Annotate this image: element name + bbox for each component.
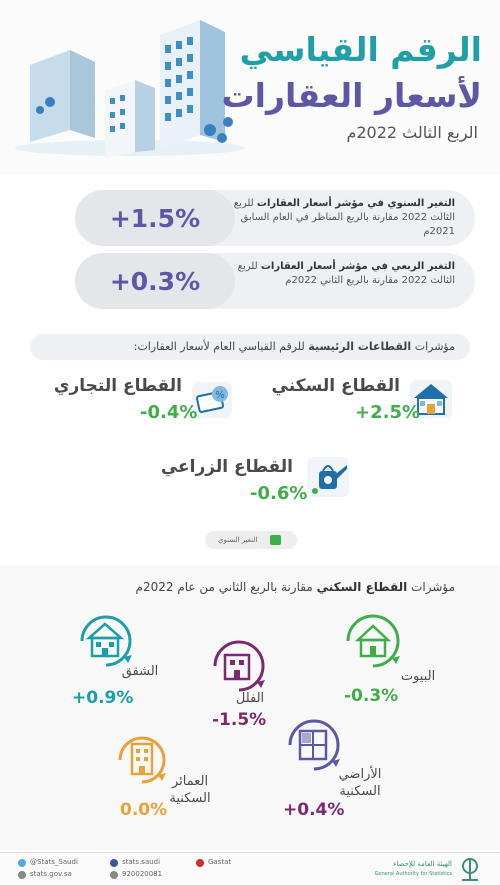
building-icon	[118, 736, 166, 784]
annual-change-heading: التغير السنوي في مؤشر أسعار العقارات	[256, 198, 455, 209]
apartment-icon	[80, 615, 132, 667]
quarterly-change-card: +0.3% التغير الربعي في مؤشر أسعار العقار…	[75, 253, 475, 309]
phone-icon	[110, 871, 118, 879]
buildings-illustration	[15, 20, 245, 158]
apartments-label: الشقق	[121, 664, 159, 679]
quarterly-change-detail: للربع الثالث 2022 مقارنة بالربع الثاني 2…	[237, 261, 455, 286]
apartments-value: +0.9%	[72, 688, 134, 708]
quarterly-change-description: التغير الربعي في مؤشر أسعار العقارات للر…	[230, 260, 455, 288]
residential-sector-value: +2.5%	[355, 402, 421, 423]
villas-value: -1.5%	[212, 710, 267, 730]
land-plot-icon	[288, 719, 340, 771]
villa-icon	[213, 640, 265, 692]
facebook-icon	[110, 859, 118, 867]
svg-text:%: %	[215, 390, 225, 401]
money-icon: %	[192, 382, 232, 418]
org-name-en: General Authority for Statistics	[374, 871, 452, 877]
page-subtitle: الربع الثالث 2022م	[346, 123, 478, 142]
agricultural-sector-value: -0.6%	[250, 483, 308, 504]
phone-number[interactable]: 920020081	[122, 870, 163, 878]
residential-lands-label: الأراضي السكنية	[338, 767, 382, 799]
commercial-sector-name: القطاع التجاري	[53, 376, 182, 396]
houses-label: البيوت	[400, 669, 436, 684]
residential-buildings-value: 0.0%	[120, 800, 168, 820]
house-icon	[346, 614, 400, 668]
footer	[0, 852, 500, 885]
houses-value: -0.3%	[344, 686, 399, 706]
annual-change-value: +1.5%	[75, 190, 235, 246]
annual-change-description: التغير السنوي في مؤشر أسعار العقارات للر…	[230, 197, 455, 239]
residential-lands-value: +0.4%	[283, 800, 345, 820]
facebook-handle[interactable]: stats.saudi	[122, 858, 161, 866]
annual-change-detail: للربع الثالث 2022 مقارنة بالربع المناظر …	[233, 198, 455, 237]
globe-icon	[18, 871, 26, 879]
gastat-logo-icon	[462, 858, 478, 881]
villas-label: الفلل	[235, 691, 265, 706]
youtube-channel[interactable]: Gastat	[208, 858, 232, 866]
residential-breakdown-heading: مؤشرات القطاع السكني مقارنة بالربع الثان…	[135, 580, 455, 594]
twitter-handle[interactable]: @Stats_Saudi	[30, 858, 78, 866]
residential-buildings-label: العمائر السكنية	[169, 774, 211, 806]
quarterly-change-value: +0.3%	[75, 253, 235, 309]
youtube-icon	[196, 859, 204, 867]
org-name-ar: الهيئة العامة للإحصاء	[393, 860, 452, 868]
page-title-line2: لأسعار العقارات	[221, 76, 482, 115]
legend-label: التغير السنوي	[218, 536, 258, 544]
website-link[interactable]: stats.gov.sa	[30, 870, 72, 878]
quarterly-change-heading: التغير الربعي في مؤشر أسعار العقارات	[260, 261, 455, 272]
commercial-sector-value: -0.4%	[140, 402, 198, 423]
house-icon	[410, 380, 452, 418]
legend-swatch	[270, 535, 281, 545]
twitter-icon	[18, 859, 26, 867]
page-title-line1: الرقم القياسي	[239, 30, 482, 69]
sectors-heading-bar	[30, 334, 470, 360]
watering-can-icon	[307, 457, 349, 497]
agricultural-sector-name: القطاع الزراعي	[160, 457, 293, 477]
residential-sector-name: القطاع السكني	[271, 376, 400, 396]
annual-change-card: +1.5% التغير السنوي في مؤشر أسعار العقار…	[75, 190, 475, 246]
residential-breakdown-section	[0, 565, 500, 850]
sectors-heading: مؤشرات القطاعات الرئيسية للرقم القياسي ا…	[133, 340, 455, 353]
